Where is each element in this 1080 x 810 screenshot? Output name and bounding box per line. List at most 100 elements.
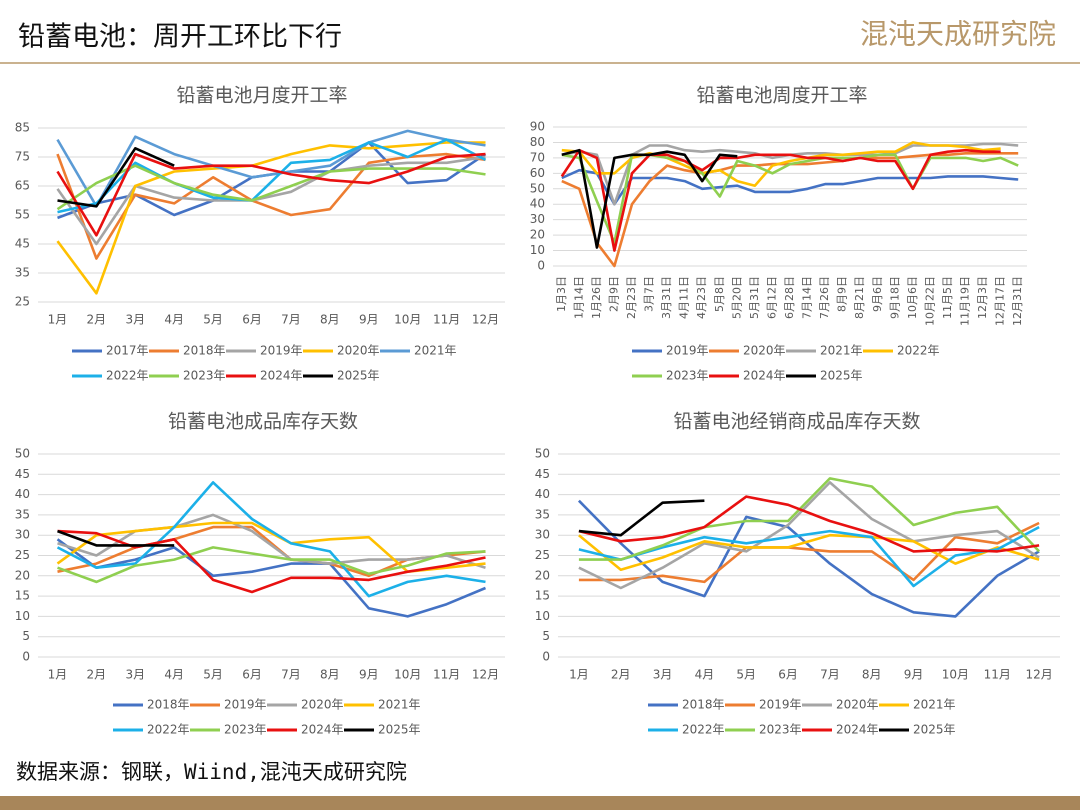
y-tick-label: 10 (530, 243, 545, 257)
legend-label: 2018年 (183, 344, 226, 358)
y-tick-label: 25 (15, 548, 30, 562)
legend-label: 2019年 (666, 344, 709, 358)
x-tick-label: 6月 (242, 313, 262, 327)
x-tick-label: 4月23日 (695, 276, 708, 319)
x-tick-label: 11月 (433, 668, 460, 682)
y-tick-label: 30 (530, 212, 545, 226)
legend-label: 2025年 (337, 369, 380, 383)
legend-label: 2023年 (666, 369, 709, 383)
x-tick-label: 3月 (653, 668, 673, 682)
series-line (56, 152, 486, 237)
series-line (561, 153, 1019, 245)
y-tick-label: 0 (542, 650, 550, 664)
x-tick-label: 7月26日 (818, 276, 831, 319)
x-tick-label: 1月 (48, 668, 68, 682)
y-tick-label: 15 (15, 589, 30, 603)
x-tick-label: 9月18日 (888, 276, 901, 319)
x-tick-label: 2月23日 (625, 276, 638, 319)
x-tick-label: 3月7日 (643, 276, 656, 312)
y-tick-label: 0 (22, 650, 30, 664)
y-tick-label: 70 (530, 150, 545, 164)
y-tick-label: 15 (535, 589, 550, 603)
legend-label: 2021年 (378, 698, 421, 712)
series-line (578, 533, 1040, 571)
series-line (578, 477, 1041, 561)
x-tick-label: 11月5日 (941, 276, 954, 319)
y-tick-label: 35 (15, 266, 30, 280)
x-tick-label: 6月 (242, 668, 262, 682)
x-tick-label: 12月3日 (976, 276, 989, 319)
legend-label: 2024年 (301, 723, 344, 737)
series-line (57, 138, 487, 214)
chart-title: 铅蓄电池经销商成品库存天数 (673, 411, 920, 433)
x-tick-label: 10月6日 (906, 276, 919, 319)
legend-label: 2020年 (836, 698, 879, 712)
legend-label: 2025年 (820, 369, 863, 383)
x-tick-label: 4月 (695, 668, 715, 682)
y-tick-label: 30 (535, 528, 550, 542)
logo: 混沌天成研究院 (860, 18, 1056, 51)
legend-label: 2025年 (913, 723, 956, 737)
x-tick-label: 4月 (164, 668, 184, 682)
slide-title: 铅蓄电池：周开工环比下行 (18, 22, 342, 53)
x-tick-label: 12月 (1025, 668, 1052, 682)
series-line (578, 521, 1040, 584)
legend-label: 2022年 (106, 369, 149, 383)
x-tick-label: 7月 (281, 313, 301, 327)
legend-label: 2023年 (759, 723, 802, 737)
y-tick-label: 50 (530, 181, 545, 195)
source-note: 数据来源：钢联，Wiind,混沌天成研究院 (16, 760, 407, 784)
x-tick-label: 8月 (320, 313, 340, 327)
legend-label: 2018年 (682, 698, 725, 712)
x-tick-label: 12月17日 (994, 276, 1007, 326)
x-tick-label: 7月 (820, 668, 840, 682)
x-tick-label: 5月8日 (713, 276, 726, 312)
legend-label: 2024年 (743, 369, 786, 383)
legend-label: 2017年 (106, 344, 149, 358)
x-tick-label: 5月 (736, 668, 756, 682)
y-tick-label: 45 (535, 467, 550, 481)
y-tick-label: 80 (530, 135, 545, 149)
y-tick-label: 45 (15, 237, 30, 251)
x-tick-label: 10月 (394, 313, 421, 327)
x-tick-label: 4月11日 (678, 276, 691, 319)
x-tick-label: 5月 (203, 313, 223, 327)
x-tick-label: 7月 (281, 668, 301, 682)
series-line (560, 148, 1001, 252)
x-tick-label: 3月 (125, 313, 145, 327)
x-tick-label: 9月 (359, 668, 379, 682)
x-tick-label: 11月 (433, 313, 460, 327)
x-tick-label: 7月14日 (801, 276, 814, 319)
x-tick-label: 6月28日 (783, 276, 796, 319)
x-tick-label: 11月 (984, 668, 1011, 682)
series-line (56, 164, 486, 211)
y-tick-label: 20 (530, 228, 545, 242)
series-line (561, 168, 1019, 206)
y-tick-label: 10 (15, 609, 30, 623)
y-tick-label: 0 (537, 259, 545, 273)
x-tick-label: 10月 (942, 668, 969, 682)
x-tick-label: 1月 (569, 668, 589, 682)
y-tick-label: 65 (15, 179, 30, 193)
legend-label: 2023年 (224, 723, 267, 737)
y-tick-label: 35 (535, 507, 550, 521)
x-tick-label: 2月 (611, 668, 631, 682)
x-tick-label: 3月 (125, 668, 145, 682)
y-tick-label: 40 (15, 487, 30, 501)
legend-label: 2024年 (260, 369, 303, 383)
legend-label: 2022年 (147, 723, 190, 737)
x-tick-label: 5月31日 (748, 276, 761, 319)
y-tick-label: 85 (15, 121, 30, 135)
y-tick-label: 60 (530, 166, 545, 180)
y-tick-label: 30 (15, 528, 30, 542)
chart-title: 铅蓄电池月度开工率 (176, 85, 347, 107)
y-tick-label: 90 (530, 120, 545, 134)
x-tick-label: 9月6日 (871, 276, 884, 312)
series-line (561, 148, 738, 249)
x-tick-label: 8月 (320, 668, 340, 682)
y-tick-label: 10 (535, 609, 550, 623)
x-tick-label: 12月31日 (1011, 276, 1024, 326)
x-tick-label: 1月14日 (572, 276, 585, 319)
series-line (578, 525, 1040, 588)
